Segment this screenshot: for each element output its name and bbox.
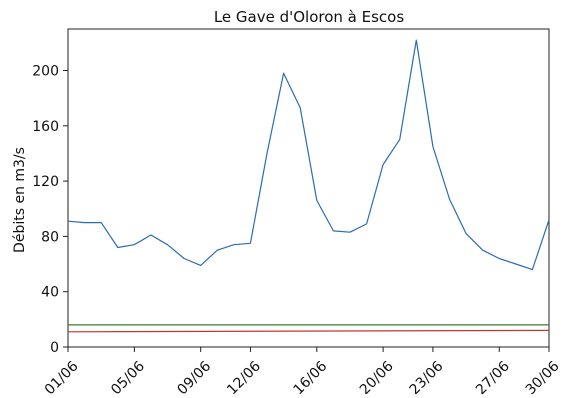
y-tick-label: 40 [41, 285, 59, 301]
plot-area: 0 40 80 120 160 200 01/06 05/06 09/06 12/06 16/06… [32, 28, 563, 398]
x-tick-label: 01/06 [42, 358, 82, 394]
y-tick-label: 120 [32, 174, 59, 190]
x-tick-label: 30/06 [523, 358, 563, 394]
y-tick-label: 0 [50, 340, 59, 356]
series-line-2 [67, 329, 550, 333]
x-tick-label: 12/06 [224, 358, 264, 394]
x-tick-label: 20/06 [357, 358, 397, 394]
y-axis-label: Débits en m3/s [12, 147, 28, 253]
x-tick-label: 09/06 [174, 358, 214, 394]
x-tick-label: 27/06 [473, 358, 513, 394]
series-layer [67, 39, 550, 333]
y-tick-label: 160 [32, 119, 59, 135]
x-tick-label: 16/06 [291, 358, 331, 394]
chart-title: Le Gave d'Oloron à Escos [214, 8, 405, 26]
plot-frame [67, 28, 550, 348]
x-axis-ticks: 01/06 05/06 09/06 12/06 16/06 20/06 23/06 27/06… [42, 347, 563, 398]
y-tick-label: 200 [32, 63, 59, 79]
x-tick-label: 05/06 [108, 358, 148, 394]
x-tick-label: 23/06 [407, 358, 447, 394]
y-tick-label: 80 [41, 229, 59, 245]
y-axis-ticks: 0 40 80 120 160 200 [32, 63, 68, 356]
series-line-0 [67, 39, 550, 271]
